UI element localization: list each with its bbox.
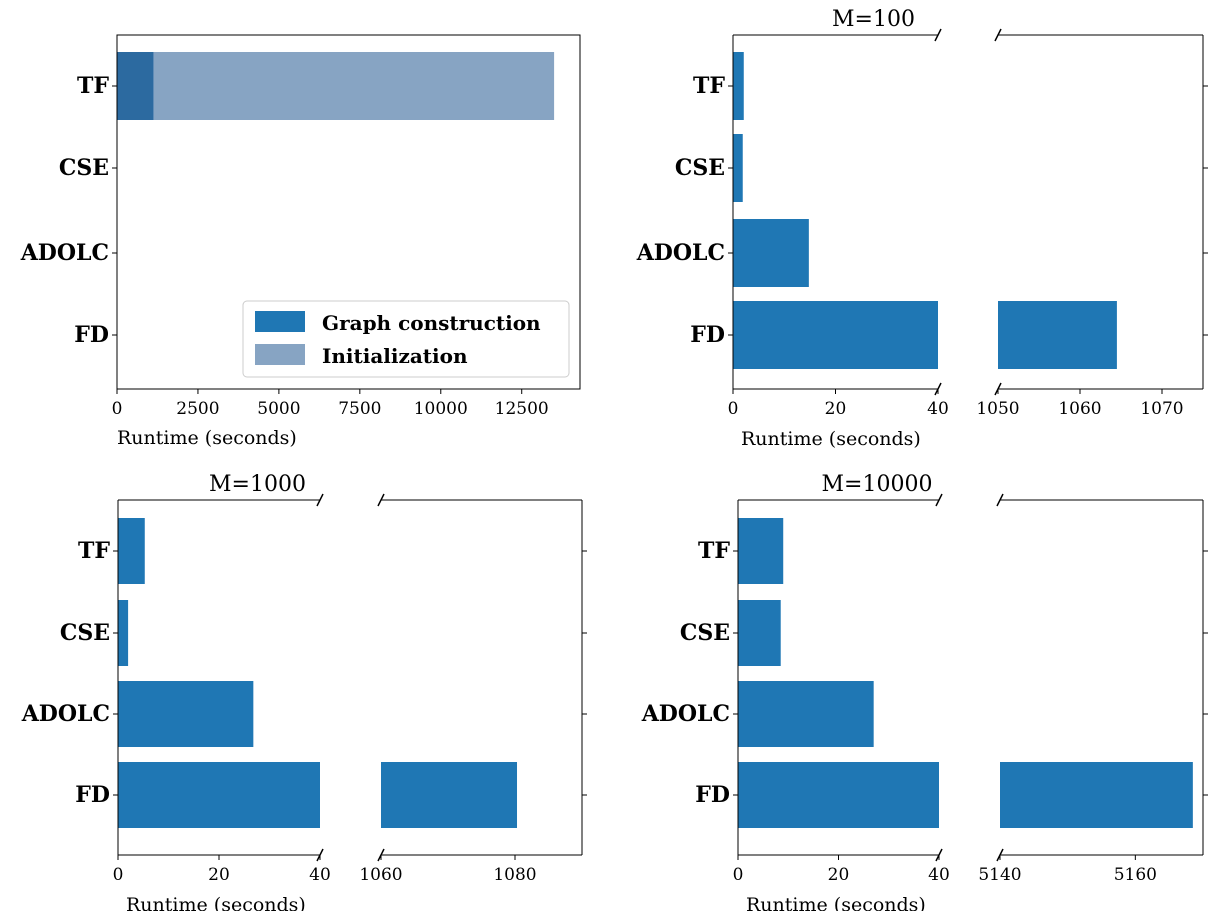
category-label: TF — [698, 538, 730, 564]
chart-m-100: TF CSE ADOLC FD 0 20 40 1050 1060 1070 M=100 Runtim… — [636, 7, 1208, 450]
category-label: CSE — [675, 155, 725, 181]
bar-continued — [1000, 762, 1193, 828]
bar-continued — [998, 301, 1117, 369]
x-tick-label: 5160 — [1114, 865, 1157, 885]
bar — [118, 600, 129, 666]
bar — [733, 134, 743, 202]
x-axis-label: Runtime (seconds) — [746, 894, 926, 911]
x-tick-label: 5140 — [978, 865, 1021, 885]
panel-title: M=100 — [832, 7, 915, 32]
x-tick-label: 1060 — [1058, 399, 1101, 419]
legend: Graph construction Initialization — [242, 300, 570, 378]
axis-break-mark — [377, 493, 385, 507]
x-tick-label: 10000 — [414, 399, 468, 419]
x-tick-label: 20 — [828, 865, 850, 885]
bar — [118, 681, 254, 747]
x-tick-label: 7500 — [338, 399, 381, 419]
x-tick-label: 20 — [825, 399, 847, 419]
category-label: TF — [77, 73, 109, 99]
category-label: TF — [693, 73, 725, 99]
legend-label-graph: Graph construction — [322, 311, 541, 335]
x-tick-label: 1060 — [359, 865, 402, 885]
category-label: CSE — [680, 620, 730, 646]
bar-graph-construction — [117, 52, 154, 120]
legend-swatch-graph — [255, 311, 305, 332]
x-tick-label: 1080 — [493, 865, 536, 885]
x-tick-label: 12500 — [495, 399, 549, 419]
category-label: CSE — [60, 620, 110, 646]
axis-break-mark — [994, 28, 1002, 42]
x-tick-label: 20 — [208, 865, 230, 885]
x-tick-label: 40 — [927, 399, 949, 419]
x-tick-label: 0 — [112, 399, 123, 419]
x-tick-label: 0 — [728, 399, 739, 419]
category-label: FD — [75, 782, 110, 808]
plot-frame — [116, 34, 581, 390]
bar — [738, 681, 874, 747]
chart-overall: TF CSE ADOLC FD 0 2500 5000 7500 10000 12500 Runti… — [20, 34, 581, 449]
bar — [738, 518, 784, 584]
bar-initialization — [153, 52, 555, 120]
category-label: CSE — [59, 155, 109, 181]
bar — [738, 762, 939, 828]
axis-break-mark — [316, 493, 324, 507]
bar — [733, 52, 744, 120]
bar — [738, 600, 781, 666]
category-label: FD — [690, 322, 725, 348]
x-axis-label: Runtime (seconds) — [741, 428, 921, 450]
panel-title: M=1000 — [209, 472, 306, 497]
x-tick-label: 1070 — [1140, 399, 1183, 419]
bar-continued — [381, 762, 518, 828]
category-label: ADOLC — [636, 240, 725, 266]
bar — [118, 762, 320, 828]
x-tick-label: 0 — [113, 865, 124, 885]
panel-title: M=10000 — [822, 472, 933, 497]
legend-swatch-init — [255, 344, 305, 365]
legend-label-init: Initialization — [322, 344, 468, 368]
x-tick-label: 0 — [733, 865, 744, 885]
x-tick-label: 1050 — [976, 399, 1019, 419]
x-tick-label: 5000 — [257, 399, 300, 419]
category-label: FD — [695, 782, 730, 808]
x-tick-label: 2500 — [176, 399, 219, 419]
category-label: ADOLC — [20, 240, 109, 266]
category-label: ADOLC — [21, 701, 110, 727]
x-tick-label: 40 — [309, 865, 331, 885]
axis-break-mark — [934, 28, 942, 42]
legend-box — [242, 300, 570, 378]
x-axis-label: Runtime (seconds) — [117, 427, 297, 449]
category-label: FD — [74, 322, 109, 348]
chart-m-10000: TF CSE ADOLC FD 0 20 40 5140 5160 M=10000 Runtime … — [641, 472, 1208, 911]
bar — [733, 219, 809, 287]
category-label: TF — [78, 538, 110, 564]
axis-break-mark — [996, 493, 1004, 507]
bar — [733, 301, 938, 369]
x-tick-label: 40 — [928, 865, 950, 885]
axis-break-mark — [935, 493, 943, 507]
bar — [118, 518, 145, 584]
x-axis-label: Runtime (seconds) — [126, 894, 306, 911]
category-label: ADOLC — [641, 701, 730, 727]
chart-m-1000: TF CSE ADOLC FD 0 20 40 1060 1080 M=1000 Runtime (… — [21, 472, 587, 911]
